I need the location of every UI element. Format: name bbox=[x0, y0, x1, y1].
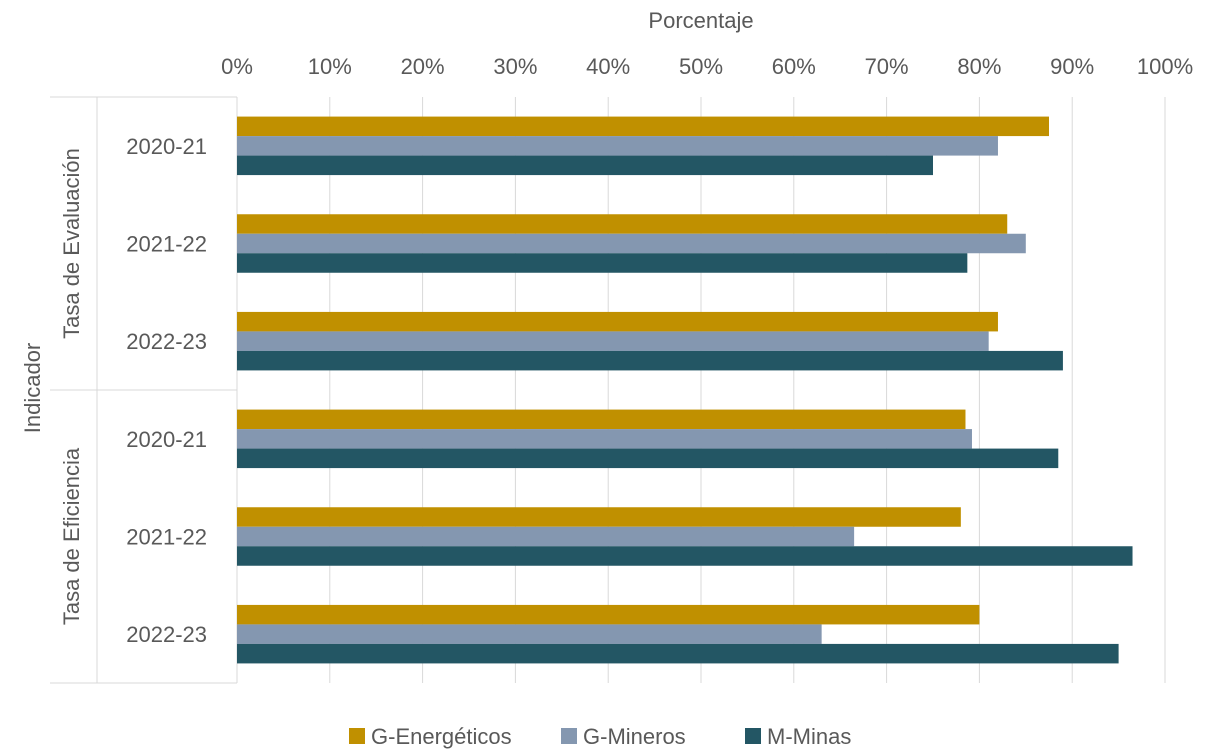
bar-g-energ-ticos bbox=[237, 507, 961, 527]
bar-g-energ-ticos bbox=[237, 604, 980, 625]
bar-m-minas bbox=[237, 350, 1063, 371]
category-label: 2020-21 bbox=[126, 134, 207, 159]
x-tick-label: 80% bbox=[957, 54, 1001, 79]
legend-swatch bbox=[745, 728, 761, 744]
x-tick-label: 60% bbox=[772, 54, 816, 79]
legend-label: M-Minas bbox=[767, 724, 851, 749]
bar-g-energ-ticos bbox=[237, 214, 1008, 234]
bar-g-energ-ticos bbox=[237, 409, 966, 430]
legend-item: G-Energéticos bbox=[349, 724, 512, 749]
category-labels: 2020-21 2021-22 2022-23 2020-21 2021-22 2022-… bbox=[126, 134, 207, 647]
y-axis-title: Indicador bbox=[20, 343, 45, 434]
bar-m-minas bbox=[237, 253, 968, 273]
bar-g-energ-ticos bbox=[237, 311, 998, 332]
bars bbox=[237, 116, 1133, 664]
gridlines bbox=[236, 97, 1166, 683]
group-labels: Tasa de Evaluación Tasa de Eficiencia bbox=[50, 96, 237, 684]
x-tick-label: 0% bbox=[221, 54, 253, 79]
legend-label: G-Mineros bbox=[583, 724, 686, 749]
x-tick-label: 30% bbox=[493, 54, 537, 79]
group-label: Tasa de Evaluación bbox=[59, 148, 84, 339]
bar-m-minas bbox=[237, 546, 1133, 566]
x-tick-label: 70% bbox=[865, 54, 909, 79]
bar-m-minas bbox=[237, 155, 933, 176]
x-tick-label: 100% bbox=[1137, 54, 1193, 79]
category-label: 2020-21 bbox=[126, 427, 207, 452]
category-label: 2022-23 bbox=[126, 622, 207, 647]
legend-item: G-Mineros bbox=[561, 724, 686, 749]
legend-swatch bbox=[349, 728, 365, 744]
x-axis-title: Porcentaje bbox=[648, 8, 753, 33]
bar-g-mineros bbox=[237, 429, 972, 449]
category-label: 2022-23 bbox=[126, 329, 207, 354]
bar-m-minas bbox=[237, 448, 1059, 469]
category-label: 2021-22 bbox=[126, 525, 207, 550]
group-label: Tasa de Eficiencia bbox=[59, 447, 84, 625]
bar-g-mineros bbox=[237, 526, 855, 547]
legend-label: G-Energéticos bbox=[371, 724, 512, 749]
x-tick-label: 40% bbox=[586, 54, 630, 79]
bar-m-minas bbox=[237, 643, 1119, 664]
legend: G-Energéticos G-Mineros M-Minas bbox=[349, 724, 851, 749]
x-tick-label: 50% bbox=[679, 54, 723, 79]
x-tick-label: 20% bbox=[401, 54, 445, 79]
bar-g-energ-ticos bbox=[237, 116, 1049, 137]
bar-g-mineros bbox=[237, 624, 822, 644]
category-label: 2021-22 bbox=[126, 232, 207, 257]
bar-g-mineros bbox=[237, 136, 998, 156]
legend-item: M-Minas bbox=[745, 724, 851, 749]
x-tick-label: 90% bbox=[1050, 54, 1094, 79]
bar-g-mineros bbox=[237, 331, 989, 351]
x-tick-label: 10% bbox=[308, 54, 352, 79]
bar-g-mineros bbox=[237, 233, 1026, 254]
legend-swatch bbox=[561, 728, 577, 744]
x-tick-labels: 0% 10% 20% 30% 40% 50% 60% 70% 80% 90% 100% bbox=[221, 54, 1193, 79]
